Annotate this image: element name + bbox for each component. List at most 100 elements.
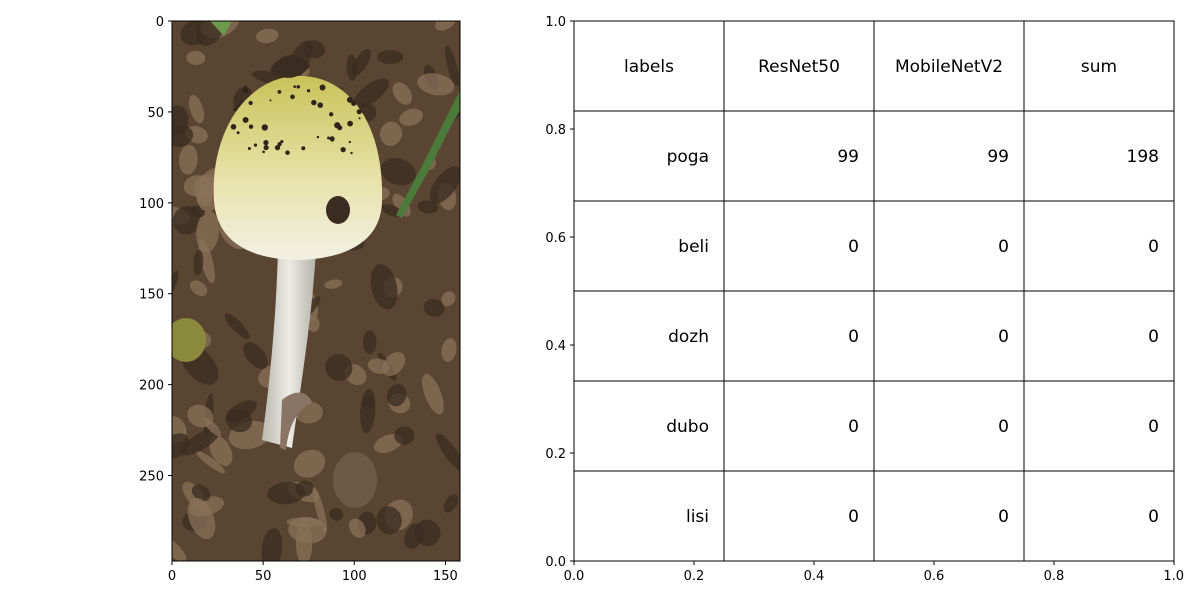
leaf <box>382 352 406 376</box>
leaf <box>178 144 198 175</box>
table-cell <box>1023 110 1175 202</box>
leaf <box>417 73 455 96</box>
image-x-tick-label: 50 <box>255 569 272 584</box>
leaf <box>172 124 194 147</box>
dirt-speck <box>263 145 269 151</box>
leaf <box>443 494 459 513</box>
image-y-tick-label: 50 <box>147 106 164 121</box>
leaf <box>429 166 460 204</box>
image-x-tick-label: 100 <box>342 569 367 584</box>
table-cell <box>873 110 1025 202</box>
image-y-tick-label: 100 <box>139 197 164 212</box>
leaf <box>441 338 457 362</box>
dirt-speck <box>239 100 243 103</box>
acorn <box>172 318 206 362</box>
leaf <box>225 400 257 422</box>
table-y-tick-label: 0.2 <box>545 447 566 462</box>
leaf <box>386 384 407 407</box>
leaf <box>435 433 460 472</box>
dirt-speck <box>277 89 282 94</box>
dirt-speck <box>331 139 334 142</box>
grass-blade <box>396 90 460 218</box>
table-y-tick-label: 0.0 <box>545 555 566 570</box>
table-cell <box>723 110 875 202</box>
dirt-speck <box>277 142 282 147</box>
table-x-ticks: 0.0 0.2 0.4 0.6 0.8 1.0 <box>564 561 1184 584</box>
dirt-speck <box>285 150 290 155</box>
leaf <box>186 50 206 65</box>
dirt-speck <box>242 116 249 123</box>
dirt-speck <box>327 136 331 140</box>
image-y-tick-label: 0 <box>156 15 164 30</box>
table-cell <box>723 200 875 292</box>
table-cell-text: 0 <box>1148 237 1159 257</box>
dirt-speck <box>311 99 317 106</box>
table-x-tick-label: 0.8 <box>1044 569 1065 584</box>
leaf <box>187 497 216 540</box>
image-y-tick-label: 150 <box>139 288 164 303</box>
dirt-speck <box>317 102 324 108</box>
leaf <box>404 523 424 549</box>
image-y-ticks: 0 50 100 150 200 250 <box>139 15 172 485</box>
table-cell-text: lisi <box>686 507 709 527</box>
table-y-tick-label: 1.0 <box>545 15 566 30</box>
header-cell-text: ResNet50 <box>758 57 840 77</box>
leaf <box>190 280 208 296</box>
leaf <box>376 506 402 535</box>
cap-dirt <box>326 196 350 224</box>
dirt-speck <box>261 124 268 131</box>
table-cell-text: poga <box>667 147 709 167</box>
leaf <box>329 507 344 521</box>
leaf <box>172 536 187 561</box>
leaf <box>422 373 444 415</box>
leaf <box>360 388 376 434</box>
leaf <box>243 342 268 369</box>
leaf <box>180 427 221 456</box>
image-x-tick-label: 150 <box>433 569 458 584</box>
table-cell-text: 0 <box>998 237 1009 257</box>
leaf <box>196 21 225 47</box>
leaf <box>362 330 377 355</box>
leaf <box>353 78 390 108</box>
image-x-ticks: 0 50 100 150 <box>168 561 458 584</box>
dirt-speck <box>262 150 265 154</box>
stem-ring <box>280 392 312 450</box>
dirt-speck <box>248 100 253 106</box>
table-cell <box>1023 470 1175 562</box>
leaf <box>312 486 328 533</box>
table-cell-text: dozh <box>668 327 709 347</box>
table-axes: labels ResNet50 MobileNetV2 sum poga 99 99 198 b… <box>545 15 1184 584</box>
dirt-speck <box>301 146 306 151</box>
dirt-speck <box>296 85 301 89</box>
table-axes-frame <box>573 20 1175 562</box>
table-y-tick-label: 0.6 <box>545 231 566 246</box>
leaf <box>325 354 353 381</box>
table-y-ticks: 0.0 0.2 0.4 0.6 0.8 1.0 <box>545 15 574 570</box>
table-cell-text: 0 <box>1148 417 1159 437</box>
dirt-speck <box>341 87 344 90</box>
header-cell <box>873 20 1025 112</box>
table-cell-text: 99 <box>987 147 1009 167</box>
table-x-tick-label: 0.4 <box>804 569 825 584</box>
leaf <box>261 528 283 561</box>
leaf <box>417 200 439 214</box>
dirt-speck <box>306 89 311 93</box>
dirt-speck <box>230 123 237 130</box>
dirt-speck <box>269 99 272 102</box>
leaf <box>346 54 357 81</box>
dirt-speck <box>347 120 353 127</box>
leaf <box>203 417 222 437</box>
table-cell-text: 0 <box>848 327 859 347</box>
table-cell-text: 0 <box>1148 327 1159 347</box>
table-cell-text: 99 <box>837 147 859 167</box>
table-cell-text: 0 <box>998 417 1009 437</box>
header-cell <box>573 20 725 112</box>
leaf <box>286 517 323 527</box>
dirt-speck <box>274 144 281 151</box>
leaf <box>445 45 460 87</box>
dirt-speck <box>263 140 269 146</box>
image-axes-frame <box>171 20 461 562</box>
leaf <box>392 82 413 105</box>
leaf <box>434 21 457 31</box>
table-cell <box>873 290 1025 382</box>
